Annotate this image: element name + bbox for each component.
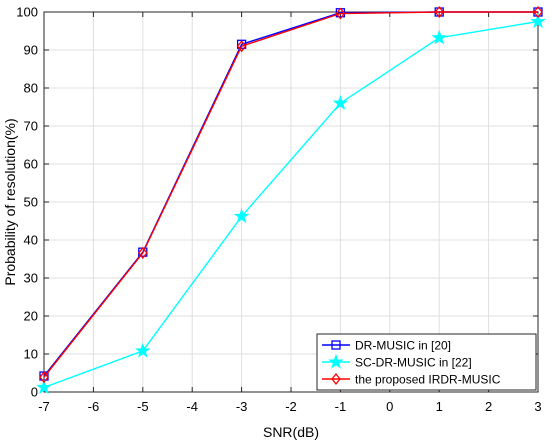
legend-entry: SC-DR-MUSIC in [22]	[322, 353, 472, 370]
legend-entry: the proposed IRDR-MUSIC	[322, 373, 501, 387]
data-point	[236, 40, 247, 53]
series-line	[43, 20, 539, 389]
data-point	[36, 379, 52, 395]
y-tick-label: 100	[16, 5, 38, 20]
x-tick-label: -3	[236, 399, 248, 414]
data-point	[332, 94, 349, 110]
legend-box	[316, 333, 537, 391]
x-tick-label: -7	[38, 399, 50, 414]
y-tick-label: 50	[24, 195, 38, 210]
y-tick-label: 0	[31, 385, 38, 400]
legend-marker	[328, 353, 344, 369]
data-point	[39, 371, 49, 384]
series-3	[39, 5, 543, 384]
legend-entry: DR-MUSIC in [20]	[322, 339, 451, 353]
x-tick-label: 1	[436, 399, 443, 414]
legend: DR-MUSIC in [20] SC-DR-MUSIC in [22] the p…	[316, 333, 537, 391]
data-point	[134, 342, 151, 358]
legend-label: DR-MUSIC in [20]	[355, 339, 451, 353]
data-point	[233, 208, 250, 224]
x-tick-label: -6	[88, 399, 100, 414]
legend-marker	[331, 372, 341, 386]
x-tick-label: 0	[386, 399, 393, 414]
y-tick-label: 70	[24, 119, 38, 134]
series-2	[36, 13, 546, 395]
legend-label: the proposed IRDR-MUSIC	[355, 373, 501, 387]
y-axis-label: Probability of resolution(%)	[2, 118, 18, 285]
legend-marker	[331, 340, 341, 350]
data-point	[434, 5, 445, 19]
y-tick-label: 10	[24, 347, 38, 362]
x-tick-label: 3	[534, 399, 541, 414]
x-tick-label: -4	[186, 399, 198, 414]
x-axis-label: SNR(dB)	[263, 424, 319, 440]
y-tick-label: 90	[24, 43, 38, 58]
x-tick-label: -5	[137, 399, 149, 414]
y-tick-label: 40	[24, 233, 38, 248]
y-tick-label: 20	[24, 309, 38, 324]
data-point	[530, 13, 546, 29]
data-point	[137, 246, 148, 259]
y-tick-label: 30	[24, 271, 38, 286]
data-point	[431, 29, 448, 45]
y-tick-label: 80	[24, 81, 38, 96]
data-point	[533, 5, 543, 19]
legend-label: SC-DR-MUSIC in [22]	[355, 356, 472, 370]
series-line	[43, 11, 538, 378]
x-tick-label: -2	[285, 399, 297, 414]
x-tick-label: -1	[335, 399, 347, 414]
y-tick-label: 60	[24, 157, 38, 172]
x-tick-label: 2	[485, 399, 492, 414]
data-point	[335, 7, 346, 20]
series	[36, 5, 546, 395]
